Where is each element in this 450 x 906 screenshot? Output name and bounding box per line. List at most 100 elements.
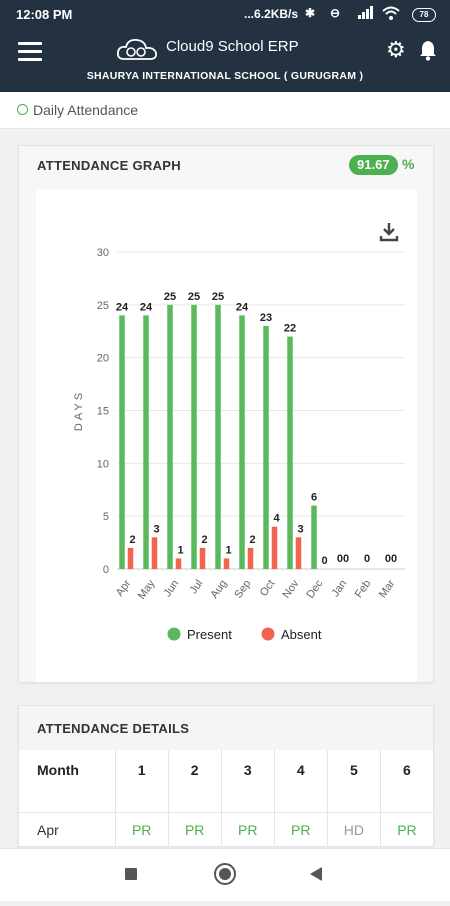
recents-button[interactable] bbox=[125, 868, 137, 880]
x-tick-label: Mar bbox=[377, 578, 398, 601]
chart-container: 0 5 10 15 20 25 30 DAYS 24 2 Apr 24 3 May 25 1 Jun 25 2 Jul… bbox=[36, 190, 417, 682]
x-tick-label: Dec bbox=[304, 577, 325, 600]
attendance-cell: PR bbox=[221, 812, 275, 847]
attendance-graph-card: ATTENDANCE GRAPH 91.67 % 0 5 10 15 20 25 30 DAY… bbox=[18, 145, 434, 683]
data-label-present: 24 bbox=[236, 301, 249, 313]
column-header: 6 bbox=[403, 762, 411, 778]
status-dot-icon bbox=[17, 104, 28, 115]
attendance-bar-chart: 051015202530DAYS242Apr243May251Jun252Jul… bbox=[73, 247, 405, 642]
bar-absent bbox=[295, 537, 302, 569]
bar-present bbox=[287, 336, 293, 569]
data-label-absent: 3 bbox=[297, 523, 303, 535]
data-label-absent: 4 bbox=[273, 513, 280, 525]
breadcrumb: Daily Attendance bbox=[0, 92, 450, 129]
app-brand-title: Cloud9 School ERP bbox=[166, 38, 299, 55]
y-axis-label: DAYS bbox=[73, 390, 85, 431]
bar-absent bbox=[127, 547, 134, 569]
cloud-logo-icon bbox=[116, 37, 160, 68]
status-time: 12:08 PM bbox=[16, 7, 73, 22]
status-bar: 12:08 PM ...6.2KB/s ✱ ⊖ 78 bbox=[0, 0, 450, 30]
attendance-cell: PR bbox=[168, 812, 222, 847]
bar-present bbox=[191, 304, 197, 569]
bar-absent bbox=[199, 547, 206, 569]
graph-card-title: ATTENDANCE GRAPH bbox=[37, 158, 181, 173]
table-header-row: Month 1 2 3 4 5 6 bbox=[19, 750, 433, 813]
bar-absent bbox=[271, 526, 278, 569]
y-tick-label: 15 bbox=[97, 406, 109, 418]
data-label-absent: 2 bbox=[129, 534, 135, 546]
data-label-present: 24 bbox=[140, 301, 153, 313]
column-header: 4 bbox=[274, 750, 328, 813]
back-button[interactable] bbox=[310, 867, 322, 881]
bar-present bbox=[215, 304, 221, 569]
column-header: 3 bbox=[221, 750, 275, 813]
data-label-present: 22 bbox=[284, 323, 296, 335]
x-tick-label: Jul bbox=[188, 578, 206, 596]
app-header: Cloud9 School ERP SHAURYA INTERNATIONAL … bbox=[0, 30, 450, 92]
download-icon[interactable] bbox=[379, 221, 399, 243]
network-speed-value: 6.2KB/s bbox=[254, 7, 299, 21]
attendance-cell: HD bbox=[327, 812, 381, 847]
battery-icon: 78 bbox=[412, 8, 436, 22]
data-label: 00 bbox=[385, 553, 397, 565]
bar-present bbox=[311, 505, 317, 569]
attendance-cell: PR bbox=[380, 812, 433, 847]
bar-absent bbox=[151, 537, 158, 569]
data-label-present: 25 bbox=[188, 291, 200, 303]
bar-present bbox=[263, 325, 269, 569]
legend-absent-marker bbox=[261, 627, 275, 641]
y-tick-label: 5 bbox=[103, 511, 109, 523]
breadcrumb-label[interactable]: Daily Attendance bbox=[33, 102, 139, 118]
data-label-present: 6 bbox=[311, 492, 317, 504]
gear-icon[interactable]: ⚙ bbox=[386, 37, 406, 62]
bar-present bbox=[119, 315, 125, 569]
x-tick-label: May bbox=[136, 577, 158, 601]
data-label-absent: 2 bbox=[201, 534, 207, 546]
legend-present-label: Present bbox=[187, 627, 232, 642]
bluetooth-icon: ✱ bbox=[305, 6, 316, 20]
data-label-present: 24 bbox=[116, 301, 129, 313]
x-tick-label: Sep bbox=[232, 578, 253, 601]
bell-icon[interactable] bbox=[418, 39, 438, 66]
bar-absent bbox=[175, 558, 182, 569]
attendance-percentage-badge: 91.67 bbox=[349, 155, 398, 175]
column-header: 2 bbox=[168, 750, 222, 813]
x-tick-label: Aug bbox=[208, 578, 229, 601]
wifi-icon bbox=[382, 6, 400, 23]
bar-present bbox=[143, 315, 149, 569]
legend-absent-label: Absent bbox=[281, 627, 322, 642]
column-header: 1 bbox=[115, 750, 169, 813]
school-name: SHAURYA INTERNATIONAL SCHOOL ( GURUGRAM … bbox=[86, 70, 364, 82]
x-tick-label: Nov bbox=[280, 577, 301, 600]
y-tick-label: 20 bbox=[97, 353, 109, 365]
y-tick-label: 0 bbox=[103, 564, 109, 576]
x-tick-label: Oct bbox=[258, 578, 278, 599]
x-tick-label: Feb bbox=[353, 578, 374, 600]
data-label-present: 25 bbox=[212, 291, 224, 303]
home-button[interactable] bbox=[214, 863, 236, 885]
table-row: Apr PR PR PR PR HD PR bbox=[19, 812, 433, 847]
menu-icon[interactable] bbox=[18, 42, 42, 62]
system-nav-bar bbox=[0, 848, 450, 901]
attendance-cell: PR bbox=[274, 812, 328, 847]
data-label-absent: 1 bbox=[177, 544, 183, 556]
data-label-present: 25 bbox=[164, 291, 176, 303]
data-label: 0 bbox=[364, 553, 370, 565]
data-label-present: 23 bbox=[260, 312, 272, 324]
bar-present bbox=[239, 315, 245, 569]
data-label-absent: 1 bbox=[225, 544, 231, 556]
data-label-absent: 0 bbox=[321, 555, 327, 567]
y-tick-label: 10 bbox=[97, 458, 109, 470]
percent-sign: % bbox=[402, 156, 415, 172]
row-month: Apr bbox=[19, 812, 116, 847]
bar-present bbox=[167, 304, 173, 569]
x-tick-label: Apr bbox=[114, 578, 134, 599]
bar-absent bbox=[247, 547, 254, 569]
y-tick-label: 25 bbox=[97, 300, 109, 312]
network-speed: ...6.2KB/s bbox=[244, 7, 299, 21]
y-tick-label: 30 bbox=[97, 247, 109, 259]
attendance-cell: PR bbox=[115, 812, 169, 847]
x-tick-label: Jun bbox=[161, 578, 181, 599]
details-card-title: ATTENDANCE DETAILS bbox=[37, 721, 190, 736]
legend-present-marker bbox=[167, 627, 181, 641]
